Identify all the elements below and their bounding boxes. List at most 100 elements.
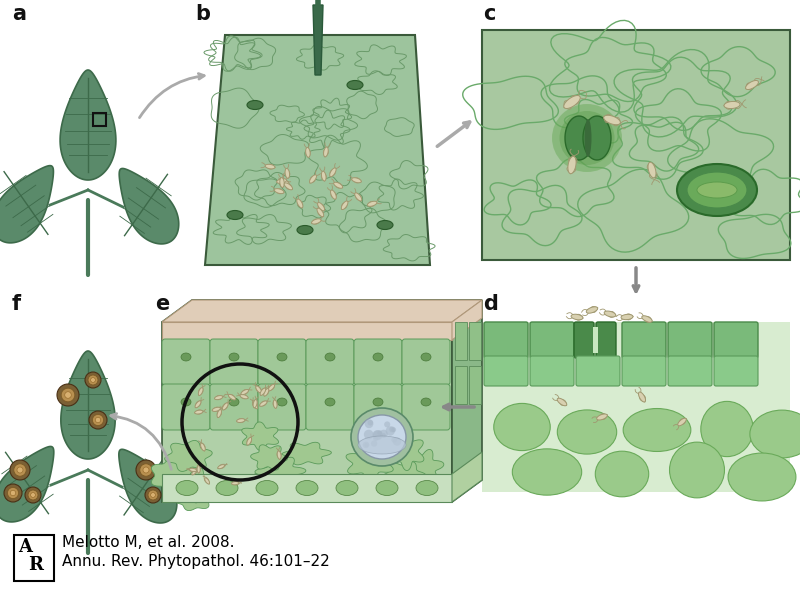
Polygon shape xyxy=(165,440,212,471)
Ellipse shape xyxy=(216,480,238,495)
Polygon shape xyxy=(280,178,284,188)
Circle shape xyxy=(364,430,374,439)
Circle shape xyxy=(382,433,386,437)
Circle shape xyxy=(150,492,155,497)
Polygon shape xyxy=(192,469,197,475)
Polygon shape xyxy=(198,388,203,396)
Circle shape xyxy=(10,490,16,495)
Ellipse shape xyxy=(256,480,278,495)
Circle shape xyxy=(371,440,378,447)
Polygon shape xyxy=(317,208,324,217)
Circle shape xyxy=(365,419,374,428)
Circle shape xyxy=(386,427,395,436)
Circle shape xyxy=(28,490,38,500)
Polygon shape xyxy=(648,162,656,178)
Polygon shape xyxy=(346,446,394,480)
Polygon shape xyxy=(119,168,178,244)
Polygon shape xyxy=(342,201,348,209)
Ellipse shape xyxy=(358,415,406,459)
Polygon shape xyxy=(455,366,467,404)
Circle shape xyxy=(4,484,22,502)
Polygon shape xyxy=(274,400,277,408)
Circle shape xyxy=(93,414,103,425)
Circle shape xyxy=(140,464,152,476)
Polygon shape xyxy=(678,418,686,426)
Ellipse shape xyxy=(247,100,263,110)
Ellipse shape xyxy=(376,480,398,495)
Ellipse shape xyxy=(728,453,796,501)
Circle shape xyxy=(14,464,26,476)
Ellipse shape xyxy=(377,220,393,229)
Polygon shape xyxy=(264,388,269,396)
Circle shape xyxy=(391,427,396,432)
Polygon shape xyxy=(352,178,362,183)
Ellipse shape xyxy=(176,480,198,495)
Polygon shape xyxy=(318,203,325,211)
Ellipse shape xyxy=(181,398,191,406)
Ellipse shape xyxy=(373,398,383,406)
Polygon shape xyxy=(285,168,290,178)
Polygon shape xyxy=(380,462,426,493)
Circle shape xyxy=(377,430,382,435)
Polygon shape xyxy=(452,300,482,502)
FancyBboxPatch shape xyxy=(210,339,258,385)
Text: R: R xyxy=(28,556,43,574)
Circle shape xyxy=(384,421,390,428)
Polygon shape xyxy=(469,322,481,360)
Polygon shape xyxy=(214,396,222,400)
Polygon shape xyxy=(60,70,116,180)
Polygon shape xyxy=(604,116,620,125)
FancyBboxPatch shape xyxy=(258,339,306,385)
Polygon shape xyxy=(564,96,580,108)
Circle shape xyxy=(367,420,374,425)
Polygon shape xyxy=(195,401,201,408)
Polygon shape xyxy=(452,300,482,340)
Circle shape xyxy=(7,488,18,499)
Polygon shape xyxy=(354,193,362,201)
FancyBboxPatch shape xyxy=(714,322,758,358)
Circle shape xyxy=(88,375,98,385)
Polygon shape xyxy=(205,478,210,484)
FancyBboxPatch shape xyxy=(530,356,574,386)
Polygon shape xyxy=(255,457,306,485)
FancyBboxPatch shape xyxy=(402,339,450,385)
Bar xyxy=(162,322,452,340)
Polygon shape xyxy=(330,168,336,177)
Polygon shape xyxy=(402,450,444,485)
Circle shape xyxy=(145,487,161,503)
Polygon shape xyxy=(621,315,633,319)
Text: a: a xyxy=(12,4,26,24)
Polygon shape xyxy=(162,300,482,322)
Polygon shape xyxy=(334,182,342,188)
Polygon shape xyxy=(242,422,278,451)
Polygon shape xyxy=(151,457,194,492)
Bar xyxy=(482,322,790,492)
Polygon shape xyxy=(323,147,328,157)
Polygon shape xyxy=(469,366,481,404)
FancyBboxPatch shape xyxy=(668,356,712,386)
Ellipse shape xyxy=(421,398,431,406)
Bar xyxy=(14,535,54,581)
FancyBboxPatch shape xyxy=(668,322,712,358)
Polygon shape xyxy=(455,322,467,360)
Text: Melotto M, et al. 2008.: Melotto M, et al. 2008. xyxy=(62,535,234,550)
FancyBboxPatch shape xyxy=(306,339,354,385)
Text: Annu. Rev. Phytopathol. 46:101–22: Annu. Rev. Phytopathol. 46:101–22 xyxy=(62,554,330,569)
Circle shape xyxy=(61,388,75,402)
Polygon shape xyxy=(260,401,267,407)
Polygon shape xyxy=(367,201,377,206)
Polygon shape xyxy=(310,175,317,183)
Circle shape xyxy=(364,443,369,447)
Polygon shape xyxy=(568,156,576,174)
Ellipse shape xyxy=(559,111,614,165)
Bar xyxy=(593,327,598,353)
Polygon shape xyxy=(265,165,275,169)
Polygon shape xyxy=(260,388,266,395)
Polygon shape xyxy=(282,179,290,188)
Polygon shape xyxy=(197,466,200,473)
FancyBboxPatch shape xyxy=(354,339,402,385)
Polygon shape xyxy=(0,446,54,522)
Polygon shape xyxy=(201,443,206,451)
Polygon shape xyxy=(232,482,238,485)
FancyBboxPatch shape xyxy=(162,339,210,385)
